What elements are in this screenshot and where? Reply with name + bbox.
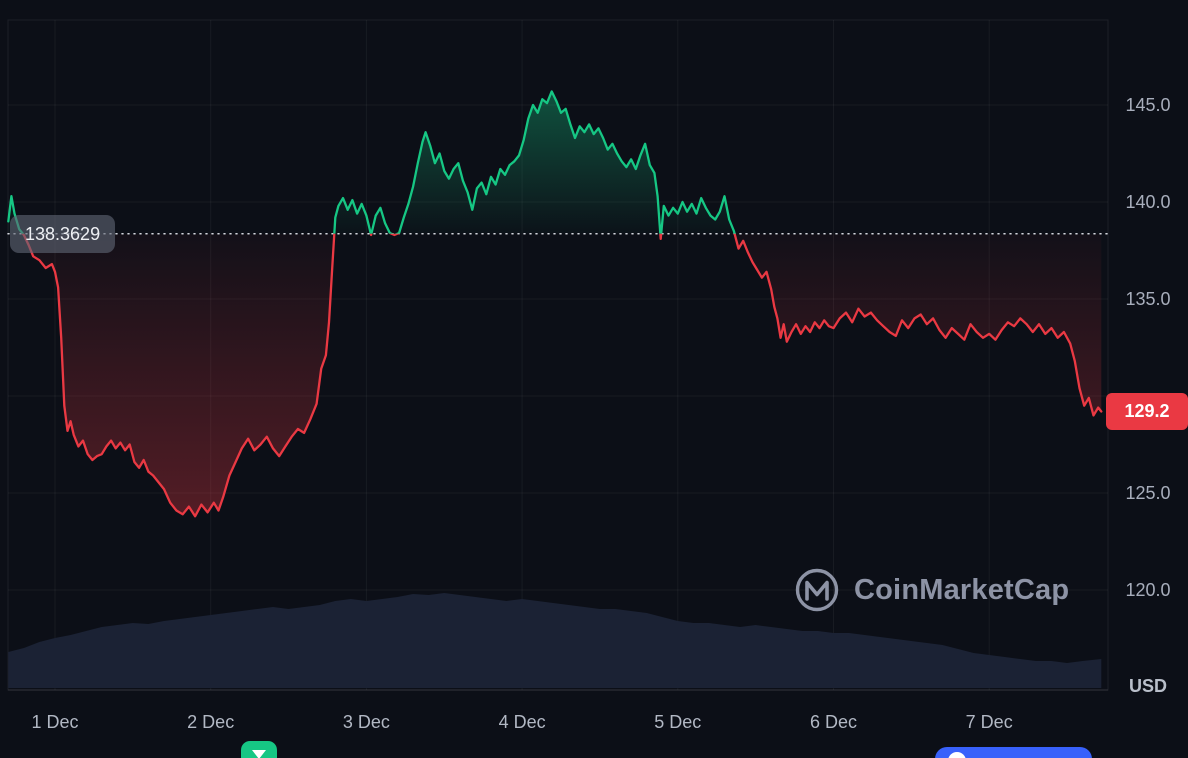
currency-unit-label: USD xyxy=(1128,676,1167,696)
x-axis-label: 2 Dec xyxy=(187,712,235,732)
x-axis-label: 1 Dec xyxy=(31,712,79,732)
x-axis-label: 4 Dec xyxy=(498,712,546,732)
open-price-label: 138.3629 xyxy=(10,215,116,253)
x-axis-label: 5 Dec xyxy=(654,712,702,732)
partial-blue-button[interactable] xyxy=(935,747,1092,758)
caret-down-icon xyxy=(252,750,266,758)
coinmarketcap-watermark: CoinMarketCap xyxy=(793,566,1069,614)
partial-green-button[interactable] xyxy=(241,741,277,758)
current-price-badge: 129.2 xyxy=(1106,393,1188,430)
y-axis-label: 120.0 xyxy=(1125,580,1171,600)
x-axis-label: 3 Dec xyxy=(342,712,390,732)
y-axis-label: 145.0 xyxy=(1125,95,1171,115)
x-axis-label: 7 Dec xyxy=(965,712,1013,732)
watermark-brand-text: CoinMarketCap xyxy=(854,573,1070,606)
y-axis-label: 135.0 xyxy=(1125,289,1171,309)
circle-icon xyxy=(948,752,966,758)
y-axis-label: 125.0 xyxy=(1125,483,1171,503)
y-axis-label: 140.0 xyxy=(1125,192,1171,212)
coinmarketcap-logo-icon xyxy=(795,568,839,612)
x-axis-label: 6 Dec xyxy=(809,712,858,732)
